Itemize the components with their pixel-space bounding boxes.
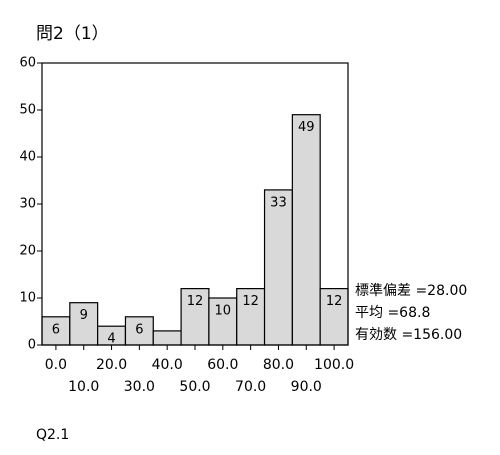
x-tick-label: 20.0 xyxy=(96,357,127,373)
x-tick-label: 100.0 xyxy=(314,357,354,373)
y-tick-label: 40 xyxy=(19,150,36,165)
x-tick-label: 70.0 xyxy=(235,379,266,395)
x-tick-label: 0.0 xyxy=(45,357,67,373)
x-tick-label: 50.0 xyxy=(179,379,210,395)
x-tick-label: 80.0 xyxy=(263,357,294,373)
data-label: 12 xyxy=(326,294,343,309)
data-label: 9 xyxy=(80,308,88,323)
data-label: 6 xyxy=(135,322,143,337)
y-tick-label: 30 xyxy=(19,197,36,212)
y-tick-label: 50 xyxy=(19,103,36,118)
data-label: 49 xyxy=(298,120,315,135)
data-label: 6 xyxy=(52,322,60,337)
y-tick-label: 10 xyxy=(19,291,36,306)
data-label: 4 xyxy=(107,332,115,347)
x-tick-label: 10.0 xyxy=(68,379,99,395)
bar xyxy=(152,330,182,346)
x-tick-label: 40.0 xyxy=(152,357,183,373)
data-label: 12 xyxy=(242,294,259,309)
bar xyxy=(124,316,154,346)
annotation: 平均 =68.8 xyxy=(355,305,430,321)
annotation: 標準偏差 =28.00 xyxy=(355,283,467,299)
data-label: 33 xyxy=(270,195,287,210)
x-tick-label: 30.0 xyxy=(124,379,155,395)
bar xyxy=(291,114,321,346)
bar xyxy=(263,189,293,346)
x-axis-label: Q2.1 xyxy=(36,427,69,443)
data-label: 10 xyxy=(215,304,232,319)
bar xyxy=(180,288,210,346)
y-tick-label: 0 xyxy=(28,338,36,353)
chart-title: 問2（1） xyxy=(36,24,109,44)
y-tick-label: 20 xyxy=(19,244,36,259)
annotation: 有効数 =156.00 xyxy=(355,327,462,343)
y-tick-label: 60 xyxy=(19,56,36,71)
x-tick-label: 60.0 xyxy=(207,357,238,373)
data-label: 12 xyxy=(187,294,204,309)
x-tick-label: 90.0 xyxy=(291,379,322,395)
bar xyxy=(236,288,266,346)
